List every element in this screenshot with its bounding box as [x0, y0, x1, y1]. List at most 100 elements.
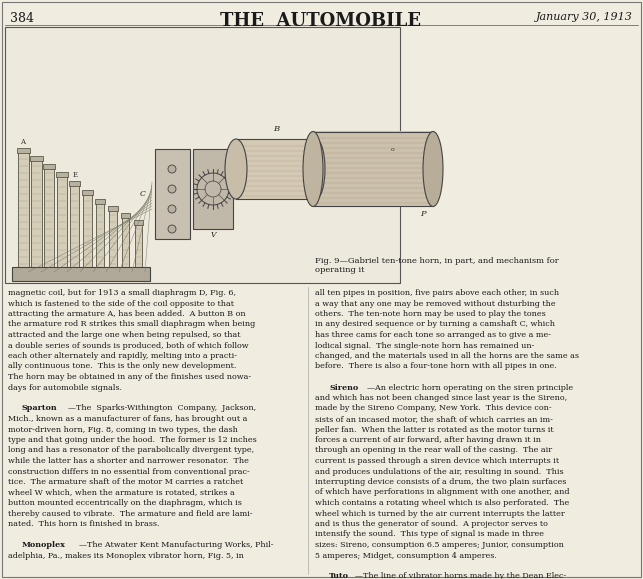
Text: and produces undulations of the air, resulting in sound.  This: and produces undulations of the air, res…	[315, 467, 564, 475]
Text: sists of an incased motor, the shaft of which carries an im-: sists of an incased motor, the shaft of …	[315, 415, 553, 423]
Text: wheel W which, when the armature is rotated, strikes a: wheel W which, when the armature is rota…	[8, 489, 235, 497]
Text: The horn may be obtained in any of the finishes used nowa-: The horn may be obtained in any of the f…	[8, 373, 251, 381]
Text: button mounted eccentrically on the diaphragm, which is: button mounted eccentrically on the diap…	[8, 499, 242, 507]
Text: Sparton: Sparton	[22, 405, 58, 412]
Bar	[236, 139, 316, 199]
Text: of which have perforations in alignment with one another, and: of which have perforations in alignment …	[315, 489, 570, 497]
Bar	[17, 148, 30, 153]
Text: while the latter has a shorter and narrower resonator.  The: while the latter has a shorter and narro…	[8, 457, 249, 465]
Bar	[5, 27, 400, 283]
Bar	[193, 149, 233, 229]
Text: construction differs in no essential from conventional prac-: construction differs in no essential fro…	[8, 467, 249, 475]
Circle shape	[168, 185, 176, 193]
Text: and is thus the generator of sound.  A projector serves to: and is thus the generator of sound. A pr…	[315, 520, 548, 528]
Bar	[44, 165, 54, 269]
Bar	[135, 221, 142, 269]
Bar	[43, 164, 55, 169]
Text: Sireno: Sireno	[329, 383, 358, 391]
Bar	[30, 156, 43, 161]
Bar	[155, 149, 190, 239]
Text: Monoplex: Monoplex	[22, 541, 66, 549]
Bar	[134, 220, 143, 225]
Text: current is passed through a siren device which interrupts it: current is passed through a siren device…	[315, 457, 559, 465]
Bar	[31, 157, 42, 269]
Bar	[57, 173, 67, 269]
Bar	[313, 131, 433, 206]
Bar	[56, 172, 68, 177]
Ellipse shape	[307, 139, 325, 199]
Text: o: o	[391, 147, 395, 152]
Text: made by the Sireno Company, New York.  This device con-: made by the Sireno Company, New York. Th…	[315, 405, 552, 412]
Text: changed, and the materials used in all the horns are the same as: changed, and the materials used in all t…	[315, 352, 579, 360]
Text: ally continuous tone.  This is the only new development.: ally continuous tone. This is the only n…	[8, 362, 237, 371]
Text: forces a current of air forward, after having drawn it in: forces a current of air forward, after h…	[315, 436, 541, 444]
Bar	[96, 200, 104, 269]
Text: E: E	[73, 171, 78, 179]
Text: motor-driven horn, Fig. 8, coming in two types, the dash: motor-driven horn, Fig. 8, coming in two…	[8, 426, 238, 434]
Text: 5 amperes; Midget, consumption 4 amperes.: 5 amperes; Midget, consumption 4 amperes…	[315, 552, 497, 559]
Text: magnetic coil, but for 1913 a small diaphragm D, Fig. 6,: magnetic coil, but for 1913 a small diap…	[8, 289, 236, 297]
Text: adelphia, Pa., makes its Monoplex vibrator horn, Fig. 5, in: adelphia, Pa., makes its Monoplex vibrat…	[8, 552, 244, 559]
Text: sizes: Sireno, consumption 6.5 amperes; Junior, consumption: sizes: Sireno, consumption 6.5 amperes; …	[315, 541, 564, 549]
Bar	[95, 199, 105, 204]
Text: which is fastened to the side of the coil opposite to that: which is fastened to the side of the coi…	[8, 299, 234, 307]
Text: tice.  The armature shaft of the motor M carries a ratchet: tice. The armature shaft of the motor M …	[8, 478, 243, 486]
Text: type and that going under the hood.  The former is 12 inches: type and that going under the hood. The …	[8, 436, 257, 444]
Text: the armature rod R strikes this small diaphragm when being: the armature rod R strikes this small di…	[8, 321, 255, 328]
Text: which contains a rotating wheel which is also perforated.  The: which contains a rotating wheel which is…	[315, 499, 569, 507]
Text: others.  The ten-note horn may be used to play the tones: others. The ten-note horn may be used to…	[315, 310, 546, 318]
Text: through an opening in the rear wall of the casing.  The air: through an opening in the rear wall of t…	[315, 446, 552, 455]
Text: Fig. 9—Gabriel ten-tone horn, in part, and mechanism for
operating it: Fig. 9—Gabriel ten-tone horn, in part, a…	[315, 257, 559, 274]
Ellipse shape	[423, 131, 443, 207]
Text: wheel which is turned by the air current interrupts the latter: wheel which is turned by the air current…	[315, 510, 565, 518]
Circle shape	[168, 165, 176, 173]
Bar	[108, 206, 118, 211]
Text: Tuto: Tuto	[329, 573, 349, 579]
Text: days for automobile signals.: days for automobile signals.	[8, 383, 122, 391]
Text: —The  Sparks-Withington  Company,  Jackson,: —The Sparks-Withington Company, Jackson,	[68, 405, 256, 412]
Text: A: A	[21, 138, 26, 146]
Text: 384: 384	[10, 12, 34, 25]
Text: peller fan.  When the latter is rotated as the motor turns it: peller fan. When the latter is rotated a…	[315, 426, 554, 434]
Ellipse shape	[303, 131, 323, 207]
Text: in any desired sequence or by turning a camshaft C, which: in any desired sequence or by turning a …	[315, 321, 555, 328]
Bar	[12, 267, 150, 281]
Text: all ten pipes in position, five pairs above each other, in such: all ten pipes in position, five pairs ab…	[315, 289, 559, 297]
Text: Mich., known as a manufacturer of fans, has brought out a: Mich., known as a manufacturer of fans, …	[8, 415, 248, 423]
Text: a way that any one may be removed without disturbing the: a way that any one may be removed withou…	[315, 299, 556, 307]
Text: —An electric horn operating on the siren principle: —An electric horn operating on the siren…	[367, 383, 573, 391]
Text: interrupting device consists of a drum, the two plain surfaces: interrupting device consists of a drum, …	[315, 478, 566, 486]
Text: —The Atwater Kent Manufacturing Works, Phil-: —The Atwater Kent Manufacturing Works, P…	[78, 541, 273, 549]
Text: intensify the sound.  This type of signal is made in three: intensify the sound. This type of signal…	[315, 530, 544, 538]
Bar	[122, 214, 129, 269]
Bar	[70, 182, 79, 269]
Circle shape	[388, 159, 398, 169]
Ellipse shape	[225, 139, 247, 199]
Text: B: B	[273, 125, 279, 133]
Text: before.  There is also a four-tone horn with all pipes in one.: before. There is also a four-tone horn w…	[315, 362, 557, 371]
Bar	[18, 149, 29, 269]
Bar	[69, 181, 80, 186]
Text: P: P	[420, 210, 426, 218]
Bar	[83, 191, 92, 269]
Text: long and has a resonator of the parabolically divergent type,: long and has a resonator of the paraboli…	[8, 446, 254, 455]
Text: each other alternately and rapidly, melting into a practi-: each other alternately and rapidly, melt…	[8, 352, 237, 360]
Text: thereby caused to vibrate.  The armature and field are lami-: thereby caused to vibrate. The armature …	[8, 510, 253, 518]
Text: C: C	[140, 190, 146, 198]
Bar	[82, 190, 93, 195]
Circle shape	[168, 225, 176, 233]
Bar	[109, 207, 117, 269]
Text: a double series of sounds is produced, both of which follow: a double series of sounds is produced, b…	[8, 342, 249, 350]
Text: nated.  This horn is finished in brass.: nated. This horn is finished in brass.	[8, 520, 159, 528]
Text: lodical signal.  The single-note horn has remained un-: lodical signal. The single-note horn has…	[315, 342, 534, 350]
Text: and which has not been changed since last year is the Sireno,: and which has not been changed since las…	[315, 394, 567, 402]
Text: V: V	[210, 231, 216, 239]
Text: —The line of vibrator horns made by the Dean Elec-: —The line of vibrator horns made by the …	[355, 573, 566, 579]
Bar	[121, 213, 130, 218]
Text: has three cams for each tone so arranged as to give a me-: has three cams for each tone so arranged…	[315, 331, 551, 339]
Text: January 30, 1913: January 30, 1913	[536, 12, 633, 22]
Text: attracted and the large one when being repulsed, so that: attracted and the large one when being r…	[8, 331, 240, 339]
Circle shape	[168, 205, 176, 213]
Text: THE  AUTOMOBILE: THE AUTOMOBILE	[221, 12, 422, 30]
Text: attracting the armature A, has been added.  A button B on: attracting the armature A, has been adde…	[8, 310, 246, 318]
